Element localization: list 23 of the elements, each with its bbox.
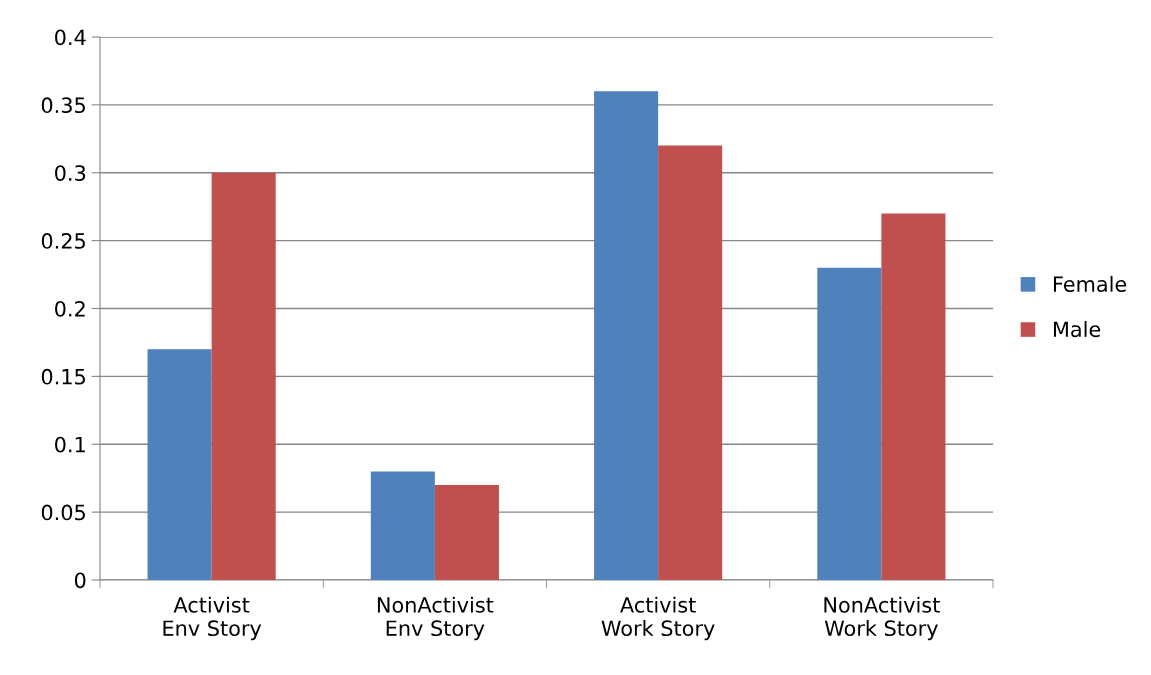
y-tick-label: 0.25 bbox=[41, 233, 85, 249]
y-tick-label: 0.3 bbox=[55, 165, 86, 181]
bar bbox=[147, 349, 212, 580]
y-tick-label: 0.35 bbox=[41, 97, 85, 114]
legend-label: Female bbox=[1053, 275, 1127, 292]
y-tick-label: 0.05 bbox=[41, 504, 85, 521]
bar bbox=[370, 471, 435, 580]
y-tick-label: 0 bbox=[74, 572, 86, 589]
x-tick-label: Activist Work Story bbox=[601, 596, 715, 641]
y-tick-label: 0.1 bbox=[55, 436, 85, 453]
x-tick-label: Activist Env Story bbox=[163, 596, 262, 641]
legend-label: Male bbox=[1053, 321, 1101, 338]
bar bbox=[817, 267, 882, 580]
y-tick-label: 0.2 bbox=[55, 300, 85, 317]
bar bbox=[211, 172, 276, 580]
x-tick-label: NonActivist Env Story bbox=[377, 596, 494, 641]
y-tick-label: 0.15 bbox=[41, 368, 85, 385]
bar bbox=[658, 145, 723, 580]
bar bbox=[434, 484, 499, 580]
x-tick-label: NonActivist Work Story bbox=[824, 596, 940, 641]
bar bbox=[881, 213, 946, 580]
bar bbox=[594, 91, 659, 580]
y-tick-label: 0.4 bbox=[55, 29, 86, 46]
